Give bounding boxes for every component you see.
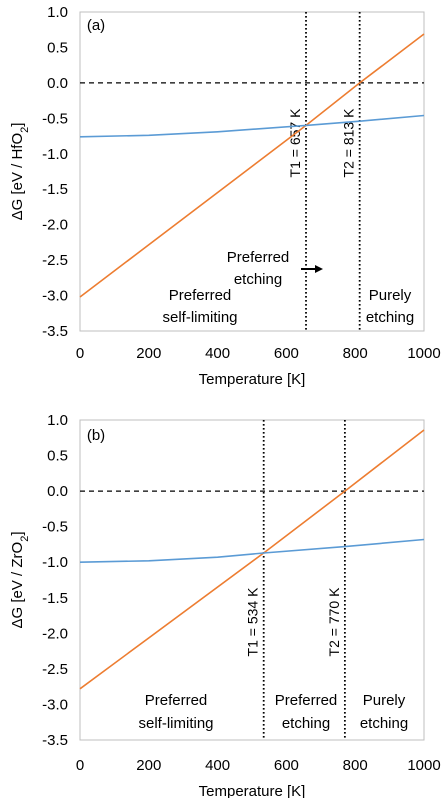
panel-label: (a) <box>87 17 105 34</box>
y-axis-title-end: ] <box>9 123 26 127</box>
vertical-line-label: T2 = 813 K <box>341 108 357 178</box>
region-label-line1: Preferred <box>275 692 338 709</box>
chart-panel-1: 1.0 0.5 0.0 -0.5 -1.0 -1.5 -2.0 -2.5 -3.0 -3.5 0 20… <box>9 4 441 388</box>
y-tick-label: 0.5 <box>47 448 68 465</box>
x-tick-label: 200 <box>136 757 161 774</box>
x-axis-title: Temperature [K] <box>199 783 306 798</box>
panel-label: (b) <box>87 427 105 444</box>
y-tick-label: -0.5 <box>42 519 68 536</box>
y-tick-label: -2.0 <box>42 217 68 234</box>
x-tick-label: 400 <box>205 757 230 774</box>
x-tick-label: 800 <box>343 757 368 774</box>
vertical-line-label: T1 = 657 K <box>287 108 303 178</box>
y-axis-title-end: ] <box>9 532 26 536</box>
y-axis-title: ΔG [eV / ZrO2] <box>9 532 31 629</box>
x-tick-label: 400 <box>205 345 230 362</box>
region-label-line1: Purely <box>363 692 406 709</box>
vertical-line-label: T1 = 534 K <box>245 587 261 657</box>
y-axis-title-main: ΔG [eV / ZrO <box>9 542 26 629</box>
y-tick-label: -1.5 <box>42 590 68 607</box>
y-axis-title-main: ΔG [eV / HfO <box>9 133 26 221</box>
series-line-2 <box>79 114 425 138</box>
region-label-line1: Preferred <box>145 692 208 709</box>
region-label-line2: etching <box>360 715 408 732</box>
region-arrow-head <box>315 265 323 273</box>
y-axis-title-subscript: 2 <box>19 127 31 133</box>
x-tick-label: 1000 <box>407 757 440 774</box>
vertical-line-label: T2 = 770 K <box>326 587 342 657</box>
y-tick-label: -2.5 <box>42 252 68 269</box>
x-tick-label: 0 <box>76 757 84 774</box>
y-tick-label: -1.0 <box>42 146 68 163</box>
y-tick-label: -3.5 <box>42 732 68 749</box>
x-tick-label: 800 <box>343 345 368 362</box>
y-tick-label: 0.5 <box>47 39 68 56</box>
region-label-line2: self-limiting <box>138 715 213 732</box>
y-tick-label: -0.5 <box>42 110 68 127</box>
y-tick-label: -2.5 <box>42 661 68 678</box>
y-axis-title-subscript: 2 <box>19 536 31 542</box>
x-tick-label: 600 <box>274 757 299 774</box>
y-tick-label: -2.0 <box>42 625 68 642</box>
x-tick-label: 200 <box>136 345 161 362</box>
series-line-1 <box>79 33 425 298</box>
y-tick-label: 1.0 <box>47 4 68 21</box>
region-label-line1: Preferred <box>169 287 232 304</box>
chart-panel-2: 1.0 0.5 0.0 -0.5 -1.0 -1.5 -2.0 -2.5 -3.0 -3.5 0 20… <box>9 412 441 798</box>
plot-frame <box>79 11 425 332</box>
x-tick-label: 600 <box>274 345 299 362</box>
y-tick-label: 0.0 <box>47 75 68 92</box>
y-tick-label: 1.0 <box>47 412 68 429</box>
y-tick-label: -1.0 <box>42 554 68 571</box>
series-line-2 <box>79 538 425 563</box>
region-label-line1: Purely <box>369 287 412 304</box>
plot-frame <box>79 419 425 741</box>
region-label-line2: etching <box>282 715 330 732</box>
region-label-line2: etching <box>366 309 414 326</box>
y-tick-label: -3.0 <box>42 288 68 305</box>
region-label-line1: Preferred <box>227 249 290 266</box>
series-line-1 <box>79 429 425 690</box>
y-tick-label: 0.0 <box>47 483 68 500</box>
y-tick-label: -3.5 <box>42 323 68 340</box>
x-tick-label: 1000 <box>407 345 440 362</box>
region-label-line2: etching <box>234 271 282 288</box>
y-tick-label: -3.0 <box>42 696 68 713</box>
y-tick-label: -1.5 <box>42 181 68 198</box>
x-tick-label: 0 <box>76 345 84 362</box>
x-axis-title: Temperature [K] <box>199 371 306 388</box>
y-axis-title: ΔG [eV / HfO2] <box>9 123 31 221</box>
region-label-line2: self-limiting <box>162 309 237 326</box>
